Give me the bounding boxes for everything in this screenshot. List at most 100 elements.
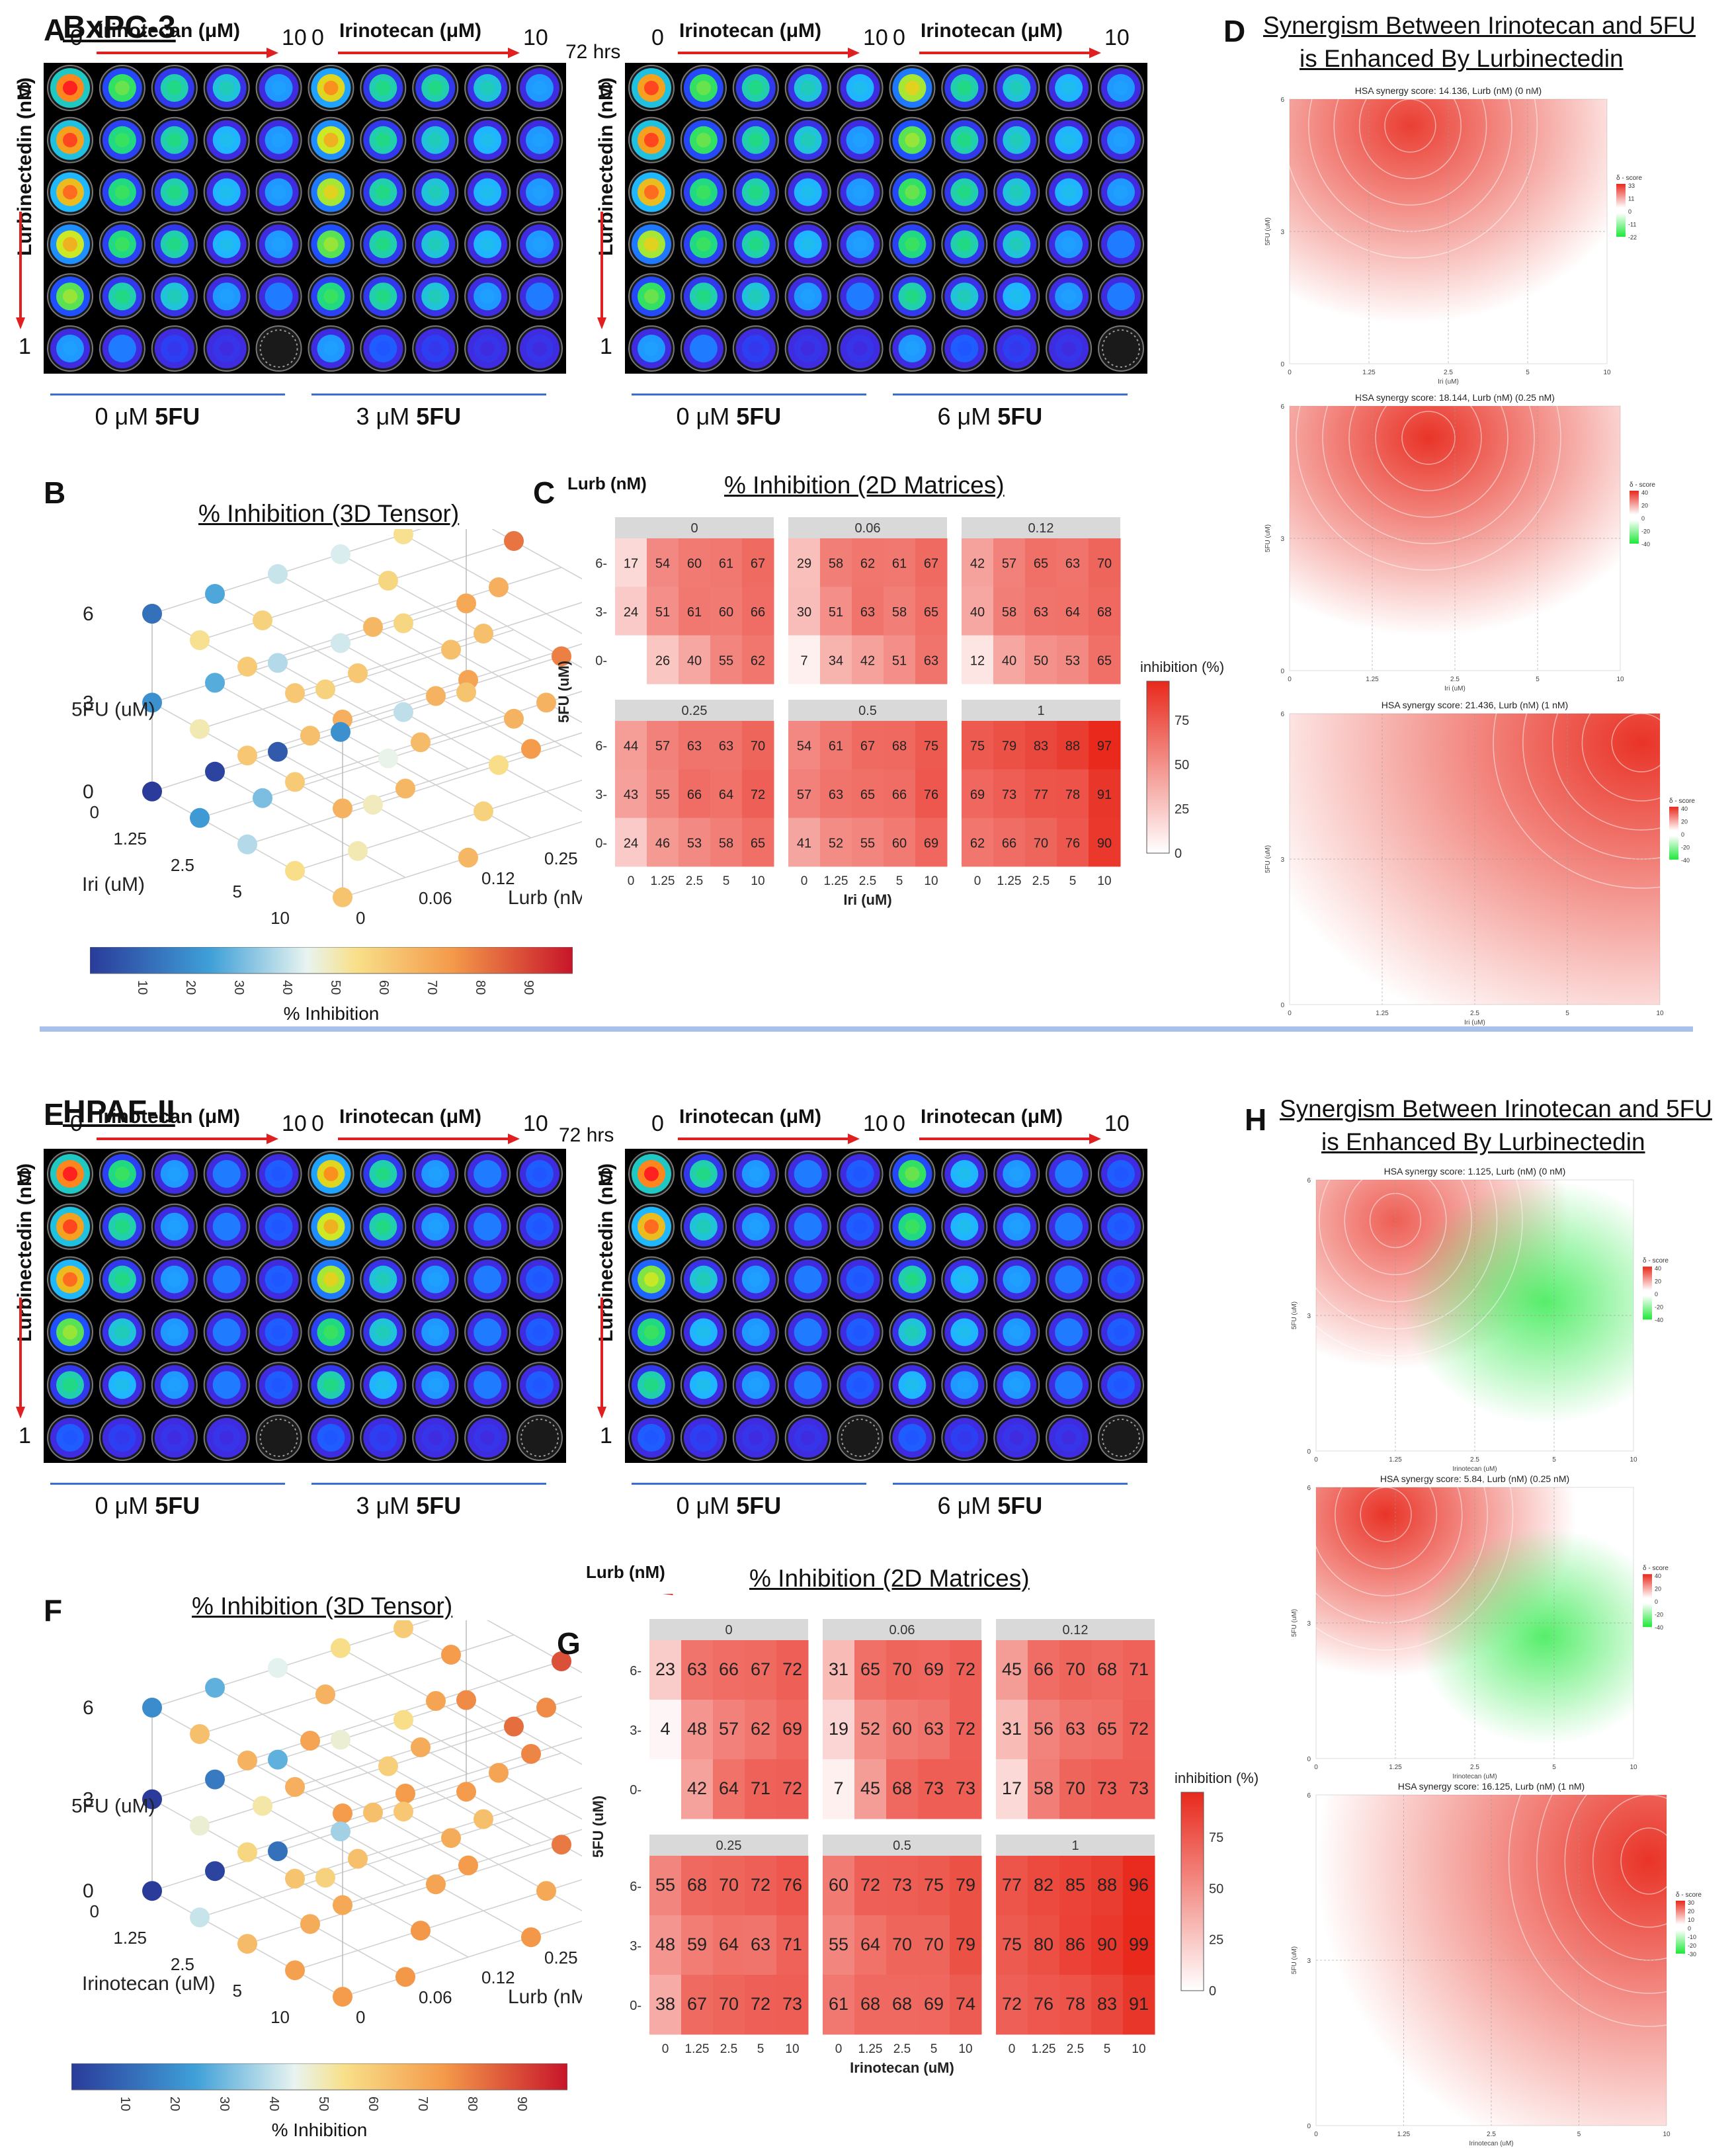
tensor-point [456,1690,476,1710]
heat-value: 53 [1065,653,1080,668]
tensor-point [331,1729,351,1750]
grid-line [403,1628,582,1728]
heat-value: 83 [1097,1994,1117,2014]
tensor-point [393,702,413,722]
heat-cell [679,721,711,770]
heat-value: 75 [924,1875,944,1895]
syn-legend-tick: 40 [1681,806,1688,812]
heat-cell [710,538,743,587]
well-core [219,1272,234,1287]
well-core [957,185,972,200]
heat-cell [1089,721,1121,770]
heat-cell [915,587,948,636]
heat-cell [745,1856,777,1916]
facet-header [649,1619,808,1640]
syn-contour [1348,390,1508,518]
heat-value: 88 [1065,739,1080,754]
heat-cell [713,1856,745,1916]
tensor-point [458,847,478,868]
heat-value: 58 [1034,1778,1053,1798]
syn-x-tick: 1.25 [1389,1764,1402,1771]
heat-cell [1028,1856,1060,1916]
well-core [748,1378,763,1393]
well-core [376,132,391,147]
tensor-point [426,1874,446,1895]
syn-contour [1335,1472,1438,1569]
heat-value: 79 [956,1875,975,1895]
well-core [376,1325,391,1340]
heat-value: 56 [1034,1719,1053,1739]
irinotecan-label-top-1-1: Irinotecan (μM) [921,20,1063,42]
cbar-label: % Inhibition [284,1003,380,1024]
panel-letter-c: C [533,476,556,510]
heat-cell [852,721,884,770]
syn-contour [1493,698,1726,889]
heat-value: 64 [719,1934,739,1954]
irinotecan-arrow-top-0-0 [97,48,278,58]
heat-cell [1025,721,1057,770]
heat-value: 70 [892,1934,912,1954]
tensor-point [285,683,305,703]
well-core [1009,132,1024,147]
syn-x-label: Irinotecan (uM) [1452,1773,1497,1780]
heat-cell [649,1915,682,1975]
panel-letter-b: B [44,476,66,510]
heat-cell [1091,1915,1124,1975]
syn-contour [1284,1472,1488,1624]
heat-cell [713,1975,745,2035]
synergy-title-bottom-2: is Enhanced By Lurbinectedin [1321,1128,1645,1155]
heat-cell [852,587,884,636]
well-core [114,1430,130,1445]
irinotecan-arrow-bottom-0-1 [338,1134,520,1144]
heat-cell [615,635,647,684]
well-core [905,289,920,304]
heat-cell [710,769,743,819]
heat-value: 91 [1097,788,1112,802]
syn-legend-title: δ - score [1676,1891,1702,1899]
syn-legend-tick: 0 [1688,1925,1691,1932]
x-tick: 0 [974,874,981,888]
well-core [428,1325,443,1340]
heat-cell [1089,587,1121,636]
irinotecan-start-bottom-1-0: 0 [651,1111,664,1136]
well-core [271,289,286,304]
tensor-point [441,1645,461,1665]
well-core [905,1325,920,1340]
legend-title: inhibition (%) [1175,1770,1259,1786]
heat-cell [915,538,948,587]
syn-legend-title: δ - score [1630,481,1655,489]
well-core [167,1167,182,1181]
well-empty [259,1419,298,1457]
tensor-point [393,1710,413,1730]
lurb-start-top-0: 0 [19,78,31,103]
grid-line [151,1620,431,1708]
heat-value: 79 [956,1934,975,1954]
syn-x-tick: 0 [1314,1456,1318,1464]
x-tick: 2.5 [1067,2042,1084,2056]
syn-legend-tick: -40 [1655,1317,1663,1323]
well-core [1009,1272,1024,1287]
syn-legend-title: δ - score [1669,798,1695,805]
syn-contour [1322,390,1535,544]
cbar-tick: 10 [118,2096,132,2111]
heat-cell [776,1975,809,2035]
tensor-point [331,1638,351,1658]
panel-letter-d: D [1223,14,1246,48]
heat-cell [679,817,711,867]
syn-contour [1360,1487,1412,1542]
heat-value: 40 [1002,653,1016,668]
iri-tick: 5 [233,882,242,901]
syn-legend-tick: 30 [1688,1899,1694,1906]
well-core [532,1325,547,1340]
well-core [644,1167,659,1181]
fu-drug-top-3: 5FU [997,403,1043,430]
grid-line [342,643,582,720]
grid-line [214,593,406,700]
heat-cell [649,1856,682,1916]
heat-cell [679,538,711,587]
heat-value: 77 [1002,1875,1022,1895]
well-core [852,1272,868,1287]
syn-y-tick: 0 [1307,1756,1311,1763]
heat-value: 70 [751,739,765,754]
facet-label: 0.5 [858,704,877,718]
